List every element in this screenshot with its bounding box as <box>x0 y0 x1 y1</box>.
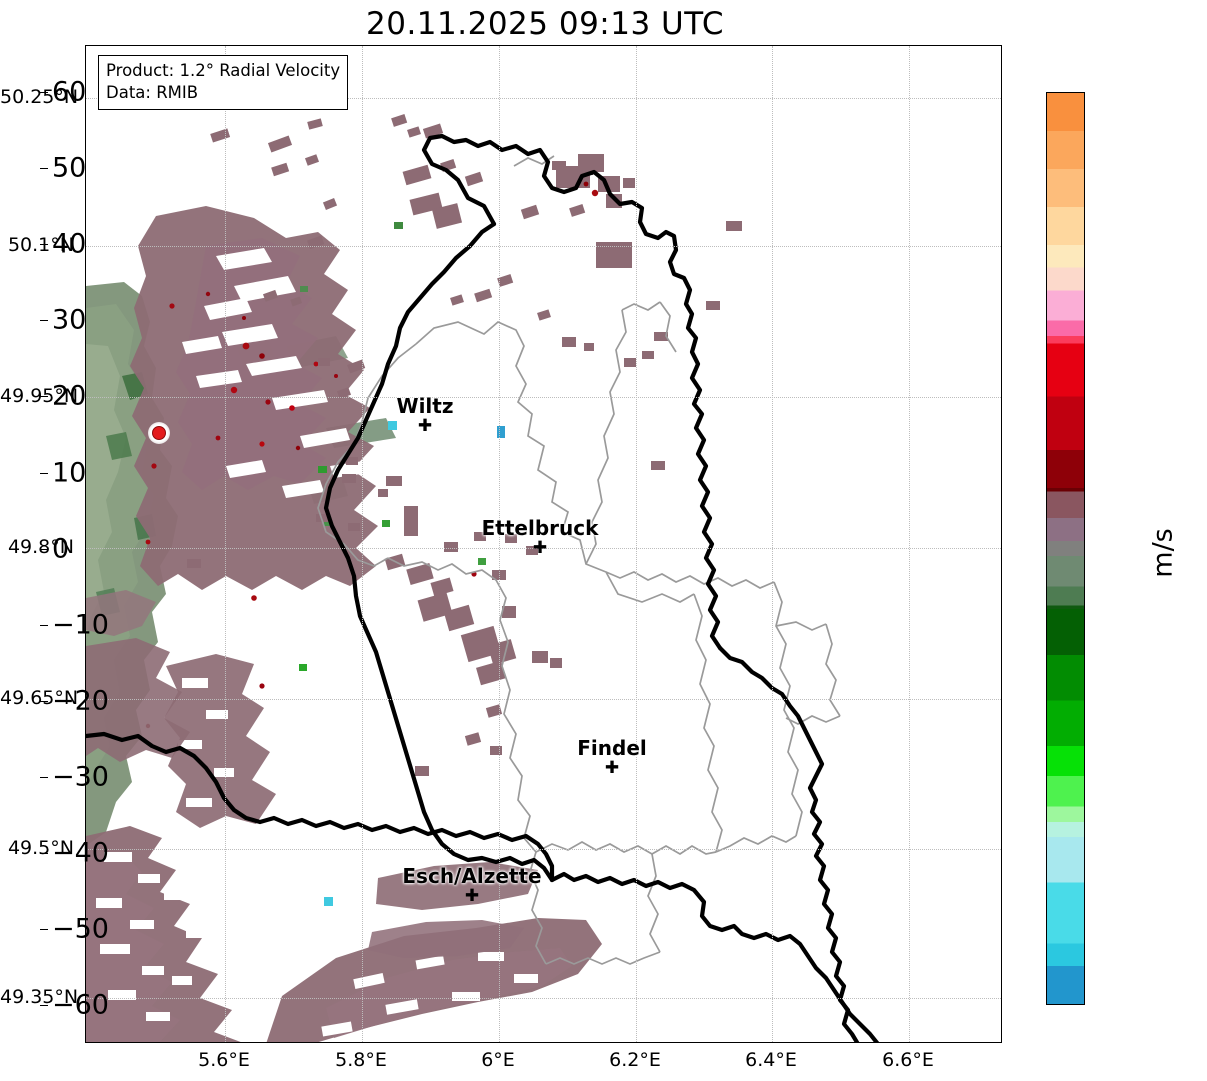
colorbar-tick-5 <box>40 473 48 474</box>
ytick-label-2: 49.95°N <box>0 385 79 407</box>
city-label-wiltz: Wiltz ✚ <box>396 394 454 436</box>
city-marker-icon: ✚ <box>532 538 548 558</box>
ytick-label-6: 49.35°N <box>0 986 79 1008</box>
gridline-vertical-5 <box>909 46 910 1042</box>
national-border <box>86 133 880 1042</box>
colorbar-tick-3 <box>40 320 48 321</box>
xtick-mark-5 <box>909 1042 910 1043</box>
city-name: Wiltz <box>396 394 454 418</box>
colorbar-label-12: −60 <box>52 989 109 1021</box>
city-label-ettelbruck: Ettelbruck ✚ <box>481 516 599 558</box>
colorbar-tick-9 <box>40 777 48 778</box>
xtick-label-4: 6.4°E <box>745 1049 797 1071</box>
ytick-label-0: 50.25°N <box>0 86 79 108</box>
colorbar-label-6: 0 <box>52 533 70 565</box>
xtick-label-2: 6°E <box>481 1049 515 1071</box>
colorbar-tick-10 <box>40 853 48 854</box>
colorbar-label-10: −40 <box>52 837 109 869</box>
colorbar-tick-11 <box>40 929 48 930</box>
colorbar-tick-7 <box>40 625 48 626</box>
xtick-mark-3 <box>636 1042 637 1043</box>
ytick-label-3: 49.8°N <box>7 536 74 558</box>
data-source-line: Data: RMIB <box>106 82 199 102</box>
gridline-horizontal-6 <box>86 998 1001 999</box>
colorbar-label-4: 20 <box>52 380 87 412</box>
city-name: Findel <box>577 736 647 760</box>
colorbar-label-8: −20 <box>52 685 109 717</box>
city-marker-icon: ✚ <box>464 886 480 906</box>
colorbar-label-11: −50 <box>52 913 109 945</box>
colorbar-unit-label: m/s <box>1147 528 1179 578</box>
gridline-vertical-2 <box>499 46 500 1042</box>
gridline-horizontal-3 <box>86 548 1001 549</box>
city-marker-icon: ✚ <box>417 416 433 436</box>
gridline-horizontal-0 <box>86 98 1001 99</box>
colorbar[interactable] <box>1046 92 1085 1005</box>
xtick-mark-1 <box>362 1042 363 1043</box>
page-title: 20.11.2025 09:13 UTC <box>366 6 724 42</box>
ytick-label-1: 50.1°N <box>7 234 74 256</box>
district-borders <box>317 155 841 965</box>
xtick-label-3: 6.2°E <box>609 1049 661 1071</box>
city-marker-icon: ✚ <box>604 758 620 778</box>
xtick-label-5: 6.6°E <box>882 1049 934 1071</box>
xtick-mark-0 <box>225 1042 226 1043</box>
gridline-horizontal-2 <box>86 397 1001 398</box>
colorbar-tick-1 <box>40 168 48 169</box>
gridline-horizontal-5 <box>86 849 1001 850</box>
colorbar-label-1: 50 <box>52 152 87 184</box>
radar-site-dot-icon <box>152 426 166 440</box>
colorbar-tick-2 <box>40 244 48 245</box>
xtick-label-0: 5.6°E <box>198 1049 250 1071</box>
colorbar-tick-6 <box>40 549 48 550</box>
radar-site-marker[interactable] <box>148 422 170 444</box>
city-label-esch-alzette: Esch/Alzette ✚ <box>402 864 542 906</box>
xtick-label-1: 5.8°E <box>335 1049 387 1071</box>
colorbar-label-5: 10 <box>52 457 87 489</box>
xtick-mark-2 <box>499 1042 500 1043</box>
city-label-findel: Findel ✚ <box>577 736 647 778</box>
gridline-vertical-0 <box>225 46 226 1042</box>
gridline-vertical-4 <box>772 46 773 1042</box>
colorbar-tick-12 <box>40 1005 48 1006</box>
colorbar-label-7: −10 <box>52 609 109 641</box>
xtick-mark-4 <box>772 1042 773 1043</box>
ytick-label-5: 49.5°N <box>7 837 74 859</box>
gridline-horizontal-1 <box>86 246 1001 247</box>
colorbar-tick-4 <box>40 396 48 397</box>
product-info-box: Product: 1.2° Radial Velocity Data: RMIB <box>98 55 349 110</box>
colorbar-tick-8 <box>40 701 48 702</box>
gridline-vertical-3 <box>636 46 637 1042</box>
city-name: Ettelbruck <box>481 516 599 540</box>
colorbar-label-2: 40 <box>52 228 87 260</box>
gridline-horizontal-4 <box>86 699 1001 700</box>
product-line: Product: 1.2° Radial Velocity <box>106 61 341 80</box>
ytick-mark-3 <box>85 548 86 549</box>
city-name: Esch/Alzette <box>402 864 542 888</box>
colorbar-label-3: 30 <box>52 304 87 336</box>
colorbar-label-0: 60 <box>52 76 87 108</box>
ytick-label-4: 49.65°N <box>0 687 79 709</box>
colorbar-tick-0 <box>40 92 48 93</box>
colorbar-gradient <box>1047 93 1084 1004</box>
colorbar-label-9: −30 <box>52 761 109 793</box>
map-plot-area[interactable]: Wiltz ✚ Ettelbruck ✚ Findel ✚ Esch/Alzet… <box>85 45 1002 1043</box>
gridline-vertical-1 <box>362 46 363 1042</box>
